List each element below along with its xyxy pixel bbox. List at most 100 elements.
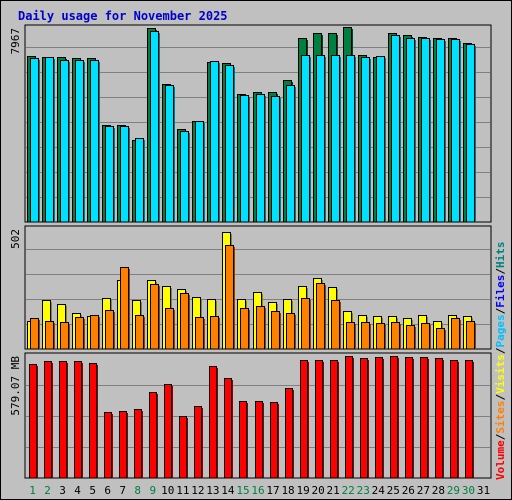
bar-files-day-26 [406, 38, 415, 223]
legend-entry-visits: Visits [494, 354, 507, 394]
x-tick-day-11: 11 [176, 484, 189, 497]
bar-volume-day-1 [29, 364, 37, 479]
bar-files-day-9 [150, 31, 159, 223]
bar-volume-day-12 [194, 406, 202, 479]
bar-files-day-7 [120, 126, 129, 223]
bar-files-day-18 [286, 85, 295, 223]
x-tick-day-13: 13 [206, 484, 219, 497]
bar-sites-day-30 [466, 321, 475, 350]
bar-volume-day-28 [435, 358, 443, 479]
bar-sites-day-6 [105, 310, 114, 350]
bar-sites-day-16 [256, 306, 265, 350]
y-axis-max-label: 502 [9, 229, 22, 249]
x-tick-day-5: 5 [89, 484, 96, 497]
bar-files-day-11 [180, 131, 189, 223]
x-tick-day-16: 16 [251, 484, 264, 497]
x-tick-day-31: 31 [477, 484, 490, 497]
bar-sites-day-2 [45, 321, 54, 350]
chart-title: Daily usage for November 2025 [18, 9, 228, 23]
bar-sites-day-25 [391, 322, 400, 350]
bar-sites-day-22 [346, 322, 355, 350]
x-tick-day-3: 3 [59, 484, 66, 497]
x-tick-day-1: 1 [29, 484, 36, 497]
bar-volume-day-11 [179, 416, 187, 479]
x-tick-day-6: 6 [104, 484, 111, 497]
x-tick-day-18: 18 [281, 484, 294, 497]
x-tick-day-28: 28 [432, 484, 445, 497]
bar-volume-day-29 [450, 360, 458, 479]
x-tick-day-22: 22 [342, 484, 355, 497]
bar-files-day-4 [75, 60, 84, 223]
bar-volume-day-26 [405, 357, 413, 479]
bar-volume-day-14 [224, 378, 232, 479]
x-tick-day-29: 29 [447, 484, 460, 497]
bar-volume-day-17 [270, 402, 278, 479]
bar-volume-day-6 [104, 412, 112, 479]
bar-volume-day-7 [119, 411, 127, 479]
bar-sites-day-12 [195, 317, 204, 350]
legend-separator: / [494, 307, 507, 314]
bar-files-day-22 [346, 55, 355, 223]
bar-volume-day-5 [89, 363, 97, 479]
legend-entry-files: Files [494, 275, 507, 308]
series-files [30, 31, 476, 223]
legend-separator: / [494, 347, 507, 354]
bar-volume-day-24 [375, 357, 383, 479]
bar-files-day-8 [135, 138, 144, 223]
bar-volume-day-21 [330, 360, 338, 479]
bar-volume-day-4 [74, 361, 82, 479]
legend-entry-pages: Pages [494, 314, 507, 347]
bar-sites-day-14 [225, 245, 234, 350]
legend-entry-sites: Sites [494, 401, 507, 434]
bar-volume-day-3 [59, 361, 67, 479]
bar-sites-day-7 [120, 267, 129, 350]
bar-sites-day-21 [331, 300, 340, 350]
legend-text: Volume/Sites/Visits/Pages/Files/Hits [494, 242, 507, 481]
bar-volume-day-16 [255, 401, 263, 479]
bar-sites-day-27 [421, 323, 430, 350]
bar-files-day-16 [256, 94, 265, 223]
bar-volume-day-22 [345, 356, 353, 479]
bar-sites-day-5 [90, 315, 99, 350]
bar-volume-day-8 [134, 409, 142, 479]
bar-files-day-12 [195, 121, 204, 223]
x-tick-day-19: 19 [296, 484, 309, 497]
legend-separator: / [494, 433, 507, 440]
x-tick-day-14: 14 [221, 484, 235, 497]
bar-files-day-2 [45, 57, 54, 223]
bar-files-day-23 [361, 57, 370, 223]
bar-sites-day-23 [361, 322, 370, 350]
panel-volume: 579.07 MB [9, 352, 492, 479]
x-tick-day-9: 9 [149, 484, 156, 497]
bar-volume-day-30 [465, 360, 473, 479]
chart-legend: Volume/Sites/Visits/Pages/Files/Hits [494, 242, 507, 481]
x-tick-day-8: 8 [134, 484, 141, 497]
legend-separator: / [494, 394, 507, 401]
x-tick-day-2: 2 [44, 484, 51, 497]
series-volume [29, 356, 474, 479]
bar-sites-day-9 [150, 284, 159, 350]
bar-files-day-29 [451, 39, 460, 223]
bar-files-day-10 [165, 85, 174, 223]
bar-sites-day-28 [436, 328, 445, 350]
y-axis-max-label: 579.07 MB [9, 356, 22, 416]
bar-sites-day-4 [75, 317, 84, 350]
bar-sites-day-18 [286, 313, 295, 350]
bar-sites-day-13 [210, 316, 219, 350]
bar-volume-day-10 [164, 384, 172, 479]
bar-sites-day-29 [451, 318, 460, 350]
bar-sites-day-3 [60, 322, 69, 350]
bar-files-day-30 [466, 44, 475, 223]
bar-sites-day-11 [180, 293, 189, 350]
x-tick-day-30: 30 [462, 484, 475, 497]
bar-files-day-1 [30, 58, 39, 223]
bar-sites-day-26 [406, 325, 415, 350]
bar-volume-day-19 [300, 360, 308, 479]
bar-volume-day-20 [315, 360, 323, 479]
bar-files-day-13 [210, 61, 219, 223]
bar-files-day-20 [316, 55, 325, 223]
bar-sites-day-19 [301, 298, 310, 350]
bar-sites-day-10 [165, 308, 174, 350]
x-tick-day-7: 7 [119, 484, 126, 497]
x-tick-day-26: 26 [402, 484, 415, 497]
